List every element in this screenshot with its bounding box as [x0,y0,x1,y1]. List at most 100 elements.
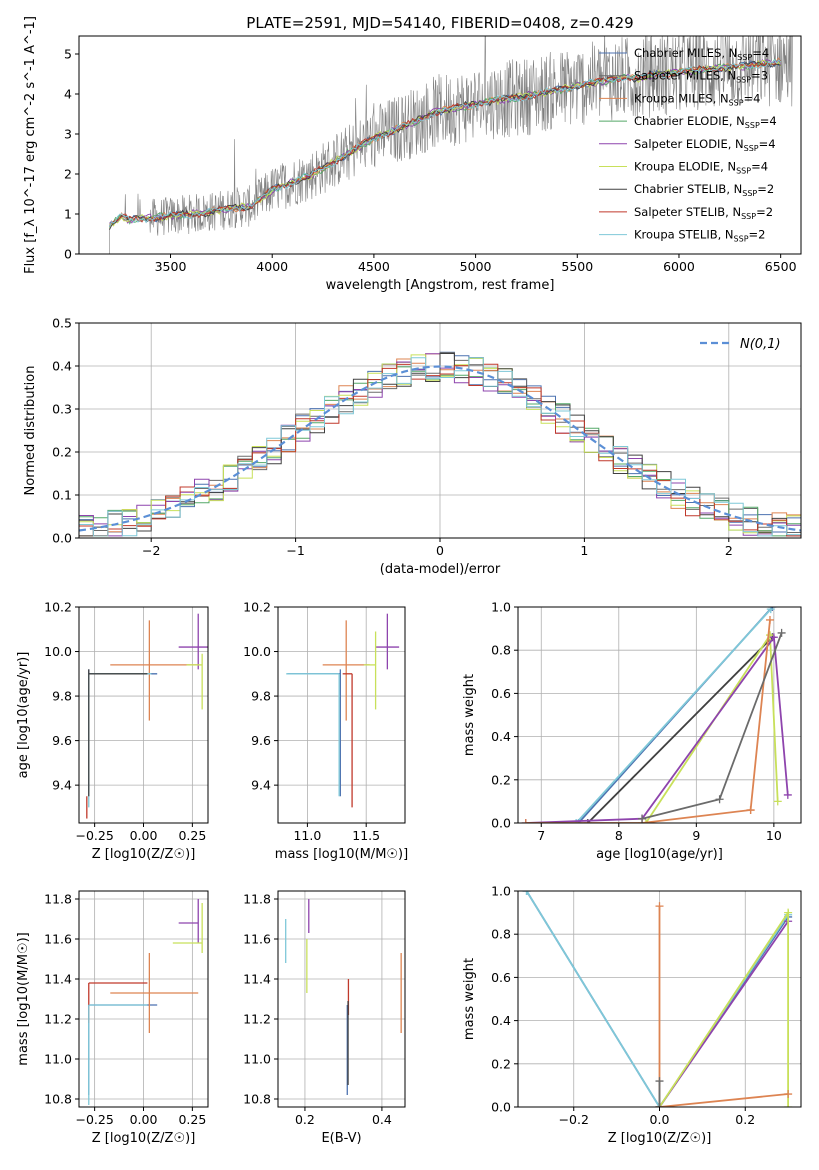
y-tick-label: 11.6 [44,932,72,947]
y-tick-label: 0.6 [491,686,511,701]
mass-weight-marker [655,1103,664,1107]
spectrum-model-line [109,59,782,228]
gaussian-reference-line [79,365,801,532]
figure-title: PLATE=2591, MJD=54140, FIBERID=0408, z=0… [246,14,633,32]
panel-mass-vs-Z: −0.25 0.00 0.25 10.8 11.0 11.2 11.4 11.6 11.8 Z [… [16,890,209,1146]
y-tick-label: 0.2 [491,1056,511,1071]
plot-area [521,607,792,823]
y-tick-label: 3 [64,127,72,142]
y-tick-label: 2 [64,167,72,182]
mass-weight-marker [784,908,793,917]
panel-massweight-vs-Z: −0.2 0.0 0.2 0.0 0.2 0.4 0.6 0.8 1.0 Z [log10(Z/Z… [462,884,802,1146]
y-tick-label: 0.2 [52,445,72,460]
mass-weight-marker [638,814,647,823]
x-tick-label: 0.4 [372,1112,392,1127]
mass-weight-line [525,891,789,1107]
x-tick-label: −1 [286,543,304,558]
y-tick-label: 0.4 [52,359,72,374]
x-tick-label: 4500 [358,259,390,274]
spectrum-model-line [109,58,781,228]
mass-weight-marker [766,607,775,614]
y-tick-label: 5 [64,47,72,62]
y-tick-label: 11.0 [243,1052,271,1067]
legend-entry: Kroupa MILES, NSSP=4 [634,91,760,107]
legend-entry: Chabrier MILES, NSSP=4 [634,46,769,62]
y-tick-label: 0.8 [491,643,511,658]
y-tick-label: 9.8 [251,689,271,704]
y-tick-label: 10.0 [243,644,271,659]
mass-weight-marker [655,1077,664,1086]
x-axis-label: Z [log10(Z/Z☉)] [608,1131,712,1146]
x-tick-label: −0.2 [559,1112,589,1127]
x-axis-label: age [log10(age/yr)] [596,847,723,862]
mass-weight-marker [521,819,530,823]
x-tick-label: 0 [436,543,444,558]
residual-step-line [79,357,801,537]
y-tick-label: 0.0 [491,1100,511,1115]
spectrum-data-line [109,36,794,254]
plot-area [285,899,402,1095]
y-tick-label: 11.6 [243,932,271,947]
y-tick-label: 1.0 [491,884,511,899]
plot-area [79,351,801,537]
x-tick-label: 0.0 [650,1112,670,1127]
mass-weight-line [658,909,789,1107]
x-tick-label: 0.00 [130,828,158,843]
y-axis-label: age [log10(age/yr)] [16,652,31,779]
legend-entry: Salpeter ELODIE, NSSP=4 [634,137,776,153]
legend-entry: Salpeter STELIB, NSSP=2 [634,205,773,221]
mass-weight-marker [641,819,650,823]
x-tick-label: −0.25 [75,1112,113,1127]
y-tick-label: 0.8 [491,927,511,942]
y-tick-label: 0.2 [491,772,511,787]
y-tick-label: 11.2 [44,1012,72,1027]
y-tick-label: 11.4 [44,972,72,987]
spectrum-legend: Chabrier MILES, NSSP=4 Salpeter MILES, NS… [599,46,777,244]
x-tick-label: 7 [537,828,545,843]
x-tick-label: 5000 [460,259,492,274]
x-tick-label: 0.25 [178,828,206,843]
legend-entry: Salpeter MILES, NSSP=3 [634,69,768,85]
y-tick-label: 10.2 [44,600,72,615]
plot-area [88,899,203,1105]
y-tick-label: 11.4 [243,972,271,987]
x-axis-label: wavelength [Angstrom, rest frame] [326,278,555,293]
y-axis-label: mass weight [462,674,477,756]
x-axis-label: Z [log10(Z/Z☉)] [92,1131,196,1146]
x-tick-label: 8 [615,828,623,843]
y-tick-label: 9.4 [251,778,271,793]
axes-frame [517,606,802,824]
mass-weight-marker [655,902,664,911]
panel-mass-vs-EBV: 0.2 0.4 10.8 11.0 11.2 11.4 11.6 11.8 E(B-V) [243,890,406,1146]
x-tick-label: 6000 [663,259,695,274]
y-tick-label: 0.3 [52,402,72,417]
y-tick-label: 10.8 [44,1092,72,1107]
x-tick-label: 2 [725,543,733,558]
plot-area [86,613,208,819]
mass-weight-marker [784,1103,793,1107]
y-tick-label: 1.0 [491,600,511,615]
mass-weight-marker [783,790,792,799]
x-tick-label: 11.5 [352,828,380,843]
residual-legend: N(0,1) [700,337,781,352]
legend-entry: Chabrier STELIB, NSSP=2 [634,182,774,198]
y-tick-label: 9.4 [52,778,72,793]
y-tick-label: 11.8 [44,892,72,907]
legend-entry: Kroupa ELODIE, NSSP=4 [634,160,768,176]
x-tick-label: 4000 [256,259,288,274]
mass-weight-marker [777,628,786,637]
y-axis-label: Normed distribution [23,366,38,496]
legend-entry: Kroupa STELIB, NSSP=2 [634,228,765,244]
x-tick-label: 0.2 [295,1112,315,1127]
y-tick-label: 9.6 [52,733,72,748]
x-tick-label: 0.2 [735,1112,755,1127]
y-tick-label: 9.8 [52,689,72,704]
y-tick-label: 4 [64,87,72,102]
spectrum-model-line [109,57,782,225]
y-tick-label: 0.4 [491,729,511,744]
x-tick-label: 5500 [561,259,593,274]
x-tick-label: −2 [142,543,160,558]
x-tick-label: 1 [580,543,588,558]
axes-frame [78,35,802,255]
